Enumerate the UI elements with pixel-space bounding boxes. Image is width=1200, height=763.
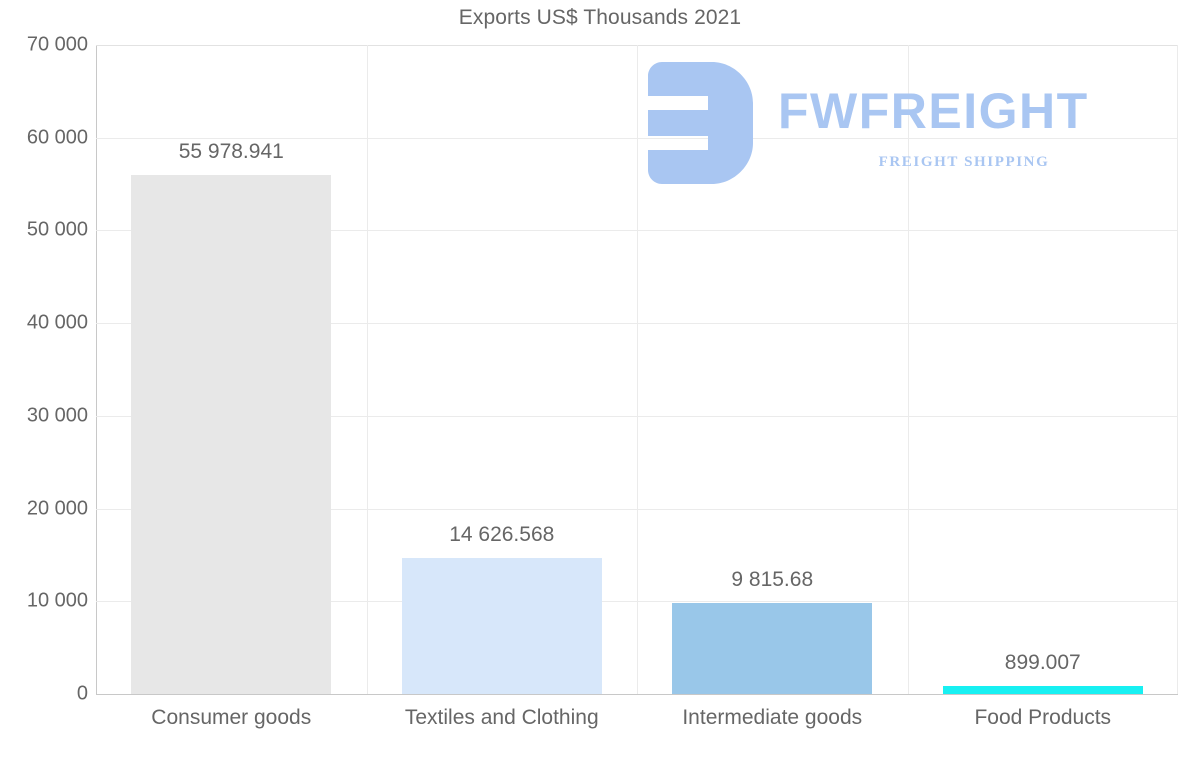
y-axis-tick-label: 20 000 xyxy=(26,497,88,520)
x-axis-category-label: Textiles and Clothing xyxy=(404,706,599,729)
x-axis-category-label: Food Products xyxy=(974,706,1112,729)
y-axis-tick-label: 50 000 xyxy=(26,218,88,241)
bar-value-label: 14 626.568 xyxy=(449,523,555,547)
chart-title: Exports US$ Thousands 2021 xyxy=(458,6,742,29)
bar-value-label: 55 978.941 xyxy=(178,139,284,163)
x-axis-category-label: Consumer goods xyxy=(151,706,312,729)
y-axis-tick-label: 10 000 xyxy=(26,589,88,612)
y-axis-tick-label: 30 000 xyxy=(26,404,88,427)
gridline-horizontal xyxy=(96,694,1178,695)
bar-value-label: 899.007 xyxy=(1004,650,1081,674)
x-axis-category-label: Intermediate goods xyxy=(682,706,863,729)
y-axis-tick-label: 70 000 xyxy=(26,33,88,56)
y-axis-line xyxy=(96,45,97,695)
gridline-vertical xyxy=(908,45,909,694)
bar[interactable] xyxy=(401,558,602,694)
gridline-vertical xyxy=(637,45,638,694)
bar[interactable] xyxy=(942,685,1143,694)
bar-value-label: 9 815.68 xyxy=(731,567,814,591)
bar[interactable] xyxy=(672,603,873,694)
gridline-vertical xyxy=(1177,45,1178,694)
gridline-vertical xyxy=(367,45,368,694)
y-axis-tick-label: 40 000 xyxy=(26,311,88,334)
y-axis-tick-label: 0 xyxy=(76,682,88,705)
plot-area xyxy=(96,45,1178,695)
y-axis-tick-label: 60 000 xyxy=(26,126,88,149)
y-axis-tick-labels: 70 000 60 000 50 000 40 000 30 000 20 000 10 0… xyxy=(0,0,88,763)
bar[interactable] xyxy=(131,175,332,694)
